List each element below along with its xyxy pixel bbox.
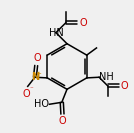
Text: HO: HO — [34, 99, 49, 109]
Text: ⁻: ⁻ — [30, 87, 34, 93]
Text: O: O — [59, 116, 66, 126]
Text: O: O — [79, 18, 87, 28]
Text: NH: NH — [99, 72, 114, 82]
Text: O: O — [23, 89, 30, 99]
Text: HN: HN — [49, 28, 63, 38]
Text: N: N — [31, 72, 39, 82]
Text: O: O — [121, 81, 129, 91]
Text: +: + — [35, 71, 41, 77]
Text: O: O — [34, 53, 41, 63]
